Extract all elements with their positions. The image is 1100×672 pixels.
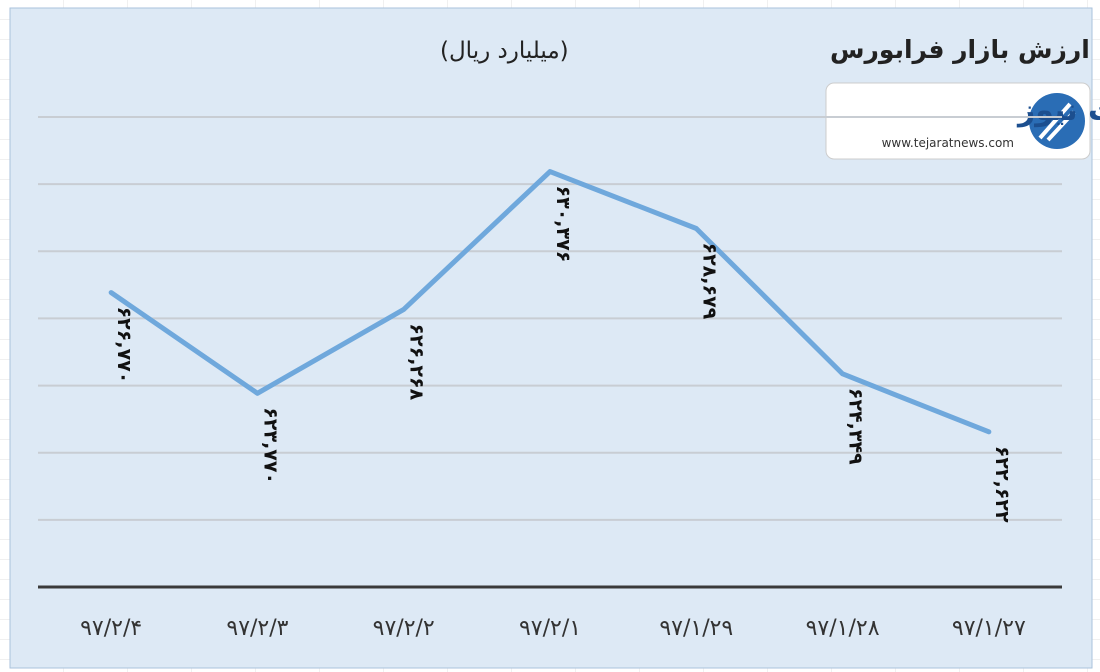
data-label: ۶۲۳,۷۷۰ (259, 407, 281, 484)
logo-url: www.tejaratnews.com (882, 136, 1014, 150)
logo: تجارت نیوز www.tejaratnews.com (825, 82, 1100, 160)
logo-name: تجارت نیوز (1016, 93, 1100, 128)
x-tick-label: ۹۷/۲/۳ (226, 616, 288, 641)
data-label: ۶۲۴,۳۴۹ (845, 388, 867, 465)
series-line (108, 169, 992, 435)
chart-title: روند هفتگی ارزش بازار فرابورس (830, 35, 1100, 65)
data-label: ۶۲۲,۶۲۲ (991, 446, 1013, 523)
chart-subtitle: (میلیارد ریال) (440, 38, 569, 64)
data-label: ۶۳۰,۳۷۶ (552, 186, 574, 263)
data-label: ۶۲۶,۷۷۰ (113, 307, 135, 384)
x-tick-label: ۹۷/۱/۲۹ (659, 616, 733, 641)
data-label: ۶۲۸,۶۷۹ (698, 242, 720, 319)
x-tick-label: ۹۷/۲/۴ (80, 616, 142, 641)
logo-box (825, 82, 1091, 160)
x-tick-label: ۹۷/۱/۲۸ (806, 616, 880, 641)
data-label: ۶۲۶,۲۶۸ (406, 323, 428, 400)
x-tick-label: ۹۷/۲/۱ (519, 616, 581, 641)
x-tick-label: ۹۷/۲/۲ (373, 616, 435, 641)
x-tick-label: ۹۷/۱/۲۷ (952, 616, 1026, 641)
logo-icon-mark (1038, 102, 1076, 142)
